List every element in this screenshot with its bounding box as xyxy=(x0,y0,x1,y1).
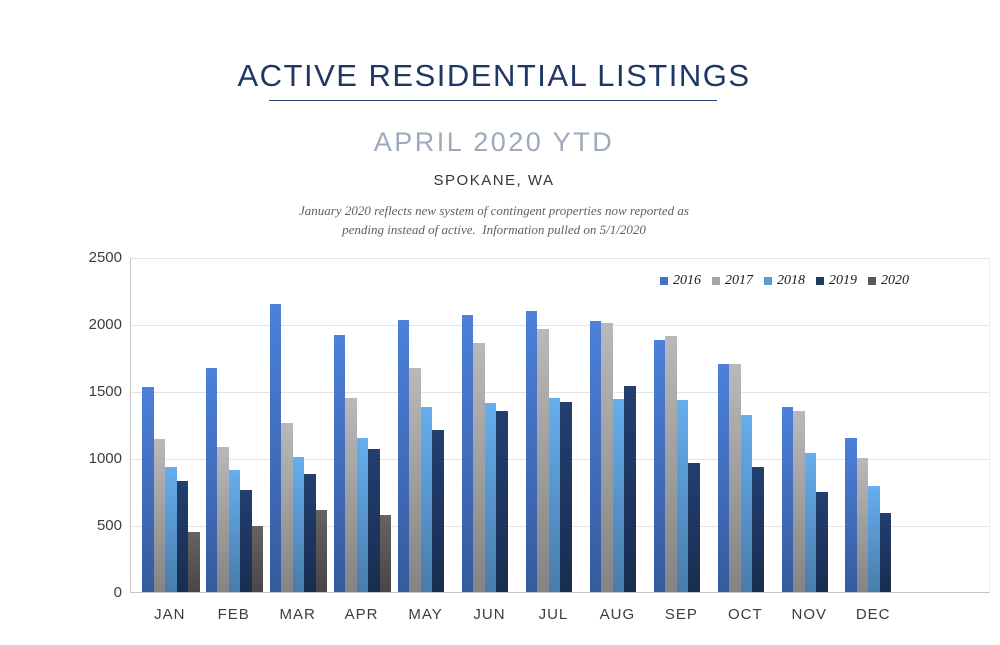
page-title: ACTIVE RESIDENTIAL LISTINGS xyxy=(237,58,751,93)
y-axis-label-500: 500 xyxy=(96,517,122,534)
x-axis-label-apr: APR xyxy=(344,606,379,623)
bar-2017-apr xyxy=(345,397,357,592)
legend-item-2017: 2017 xyxy=(712,273,753,289)
bar-2016-sep xyxy=(653,340,666,592)
bar-2019-feb xyxy=(240,490,252,592)
bar-2019-sep xyxy=(688,463,700,592)
bar-2017-sep xyxy=(665,336,677,592)
bar-2017-may xyxy=(409,368,421,592)
bar-2019-apr xyxy=(368,448,380,592)
x-axis-label-jun: JUN xyxy=(473,606,506,623)
bar-2019-jul xyxy=(560,401,572,592)
bar-2016-apr xyxy=(333,334,346,592)
bar-2018-sep xyxy=(676,400,689,592)
bar-2019-jan xyxy=(176,480,188,592)
bar-2016-nov xyxy=(781,407,793,592)
bar-2016-feb xyxy=(205,368,218,592)
bar-2019-mar xyxy=(304,474,316,592)
legend-label-2018: 2018 xyxy=(777,273,805,288)
bar-2016-may xyxy=(397,319,410,592)
bar-2019-may xyxy=(432,429,444,592)
footnote-line-2: pending instead of active. Information p… xyxy=(342,222,646,237)
x-axis-label-nov: NOV xyxy=(791,606,827,623)
bar-2017-nov xyxy=(793,411,805,592)
legend-swatch-2020 xyxy=(868,277,876,285)
legend-label-2016: 2016 xyxy=(673,273,701,288)
x-axis-label-oct: OCT xyxy=(727,606,763,623)
legend-label-2020: 2020 xyxy=(881,273,909,288)
y-axis-label-1000: 1000 xyxy=(88,450,122,467)
bar-2017-jul xyxy=(537,329,549,592)
x-axis-label-mar: MAR xyxy=(279,606,316,623)
bar-2016-oct xyxy=(717,364,730,592)
y-axis-label-1500: 1500 xyxy=(88,383,122,400)
bar-2020-jan xyxy=(188,531,200,592)
bar-2017-jan xyxy=(153,439,165,592)
bar-2018-jul xyxy=(548,397,561,592)
bar-2020-feb xyxy=(251,526,264,592)
report-subtitle: APRIL 2020 YTD xyxy=(373,127,615,157)
bar-2018-feb xyxy=(228,470,241,592)
x-axis-label-sep: SEP xyxy=(664,606,698,623)
gridline-1500 xyxy=(131,392,989,393)
x-axis-label-dec: DEC xyxy=(855,606,891,623)
x-axis-label-jul: JUL xyxy=(538,606,569,623)
bar-2018-jan xyxy=(165,467,177,592)
bar-2017-dec xyxy=(856,458,869,592)
legend-label-2019: 2019 xyxy=(829,273,857,288)
x-axis-label-jan: JAN xyxy=(154,606,186,623)
legend-swatch-2017 xyxy=(712,277,720,285)
location-label: SPOKANE, WA xyxy=(433,172,555,189)
legend-label-2017: 2017 xyxy=(725,273,753,288)
bar-2019-dec xyxy=(879,512,892,592)
footnote: January 2020 reflects new system of cont… xyxy=(0,201,988,239)
bar-2016-jan xyxy=(142,386,154,592)
bar-2016-jun xyxy=(461,314,474,592)
bar-2020-mar xyxy=(315,509,328,592)
bar-2016-mar xyxy=(269,303,282,592)
bar-2018-dec xyxy=(868,486,880,592)
bar-2016-dec xyxy=(845,437,857,592)
plot-area xyxy=(130,258,990,593)
legend-swatch-2019 xyxy=(816,277,824,285)
gridline-2500 xyxy=(131,258,989,259)
bar-2020-apr xyxy=(379,514,392,592)
title-underline xyxy=(269,100,717,101)
gridline-2000 xyxy=(131,325,989,326)
bar-2017-aug xyxy=(601,322,613,592)
bar-2018-jun xyxy=(484,403,497,592)
bar-2019-oct xyxy=(752,467,764,592)
footnote-line-1: January 2020 reflects new system of cont… xyxy=(299,203,689,218)
x-axis-label-may: MAY xyxy=(408,606,443,623)
bar-2018-nov xyxy=(804,452,816,592)
bar-2018-oct xyxy=(740,415,753,592)
legend-item-2018: 2018 xyxy=(764,273,805,289)
bar-2017-oct xyxy=(729,364,741,592)
bar-2019-nov xyxy=(816,491,828,592)
bar-2017-mar xyxy=(281,423,293,592)
legend-swatch-2018 xyxy=(764,277,772,285)
bar-2017-jun xyxy=(473,342,485,592)
x-axis-label-aug: AUG xyxy=(599,606,636,623)
legend-item-2020: 2020 xyxy=(868,273,909,289)
chart-legend: 2016 2017 2018 2019 2020 xyxy=(660,273,909,289)
bar-2019-aug xyxy=(624,385,636,592)
legend-item-2016: 2016 xyxy=(660,273,701,289)
bar-2017-feb xyxy=(217,447,229,592)
legend-item-2019: 2019 xyxy=(816,273,857,289)
legend-swatch-2016 xyxy=(660,277,668,285)
bar-2019-jun xyxy=(496,411,508,592)
y-axis-label-2500: 2500 xyxy=(88,249,122,266)
bar-2016-aug xyxy=(589,321,602,592)
y-axis-label-0: 0 xyxy=(113,584,122,601)
x-axis-label-feb: FEB xyxy=(217,606,250,623)
bar-2018-mar xyxy=(292,456,305,592)
bar-2016-jul xyxy=(525,310,538,592)
bar-2018-apr xyxy=(356,437,369,592)
y-axis-label-2000: 2000 xyxy=(88,316,122,333)
bar-2018-aug xyxy=(612,399,625,592)
bar-2018-may xyxy=(420,407,433,592)
